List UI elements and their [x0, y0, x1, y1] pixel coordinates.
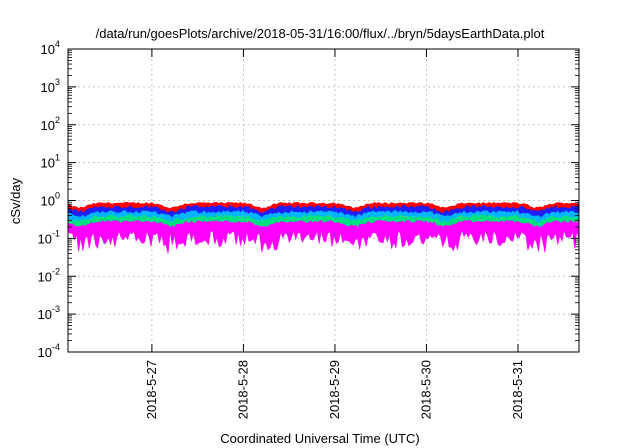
y-tick-label: 10-3: [38, 304, 60, 322]
y-tick-labels: 10-4 10-3 10-2 10-1 100 101 102 103 104: [38, 39, 60, 360]
chart-title: /data/run/goesPlots/archive/2018-05-31/1…: [96, 26, 545, 41]
series-band-5: [67, 219, 580, 254]
x-axis-label: Coordinated Universal Time (UTC): [220, 431, 419, 446]
y-tick-label: 102: [41, 115, 60, 133]
x-tick-labels: 2018-5-27 2018-5-28 2018-5-29 2018-5-30 2018…: [144, 360, 525, 419]
axis-ticks: [68, 48, 579, 353]
x-tick-label: 2018-5-30: [418, 360, 433, 419]
x-tick-label: 2018-5-29: [327, 360, 342, 419]
y-tick-label: 10-1: [38, 228, 60, 246]
y-tick-label: 10-2: [38, 266, 60, 284]
x-tick-label: 2018-5-27: [144, 360, 159, 419]
x-tick-label: 2018-5-28: [235, 360, 250, 419]
x-tick-label: 2018-5-31: [510, 360, 525, 419]
y-tick-label: 101: [41, 153, 60, 171]
y-tick-label: 10-4: [38, 342, 60, 360]
series-layer: [67, 201, 580, 254]
y-tick-label: 104: [41, 39, 60, 57]
grid: [68, 49, 579, 352]
y-tick-label: 103: [41, 77, 60, 95]
y-tick-label: 100: [41, 191, 60, 209]
y-axis-label: cSv/day: [8, 177, 23, 224]
